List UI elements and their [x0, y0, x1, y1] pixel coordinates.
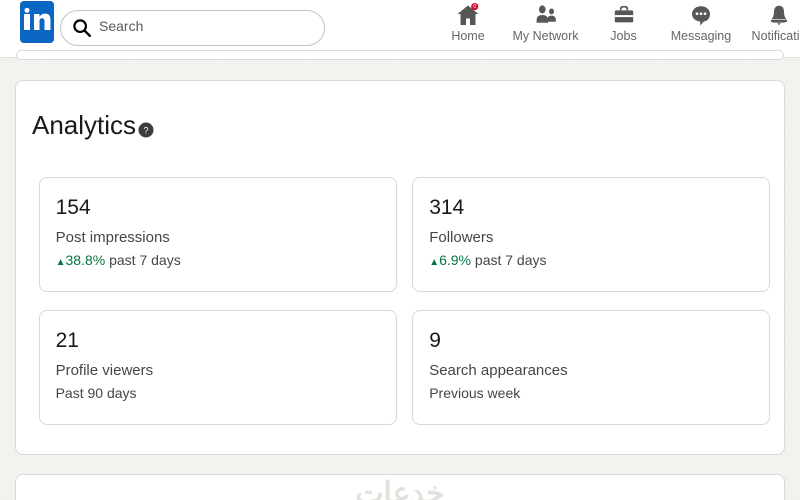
svg-text:?: ? [143, 126, 148, 136]
svg-text:0: 0 [473, 4, 476, 10]
